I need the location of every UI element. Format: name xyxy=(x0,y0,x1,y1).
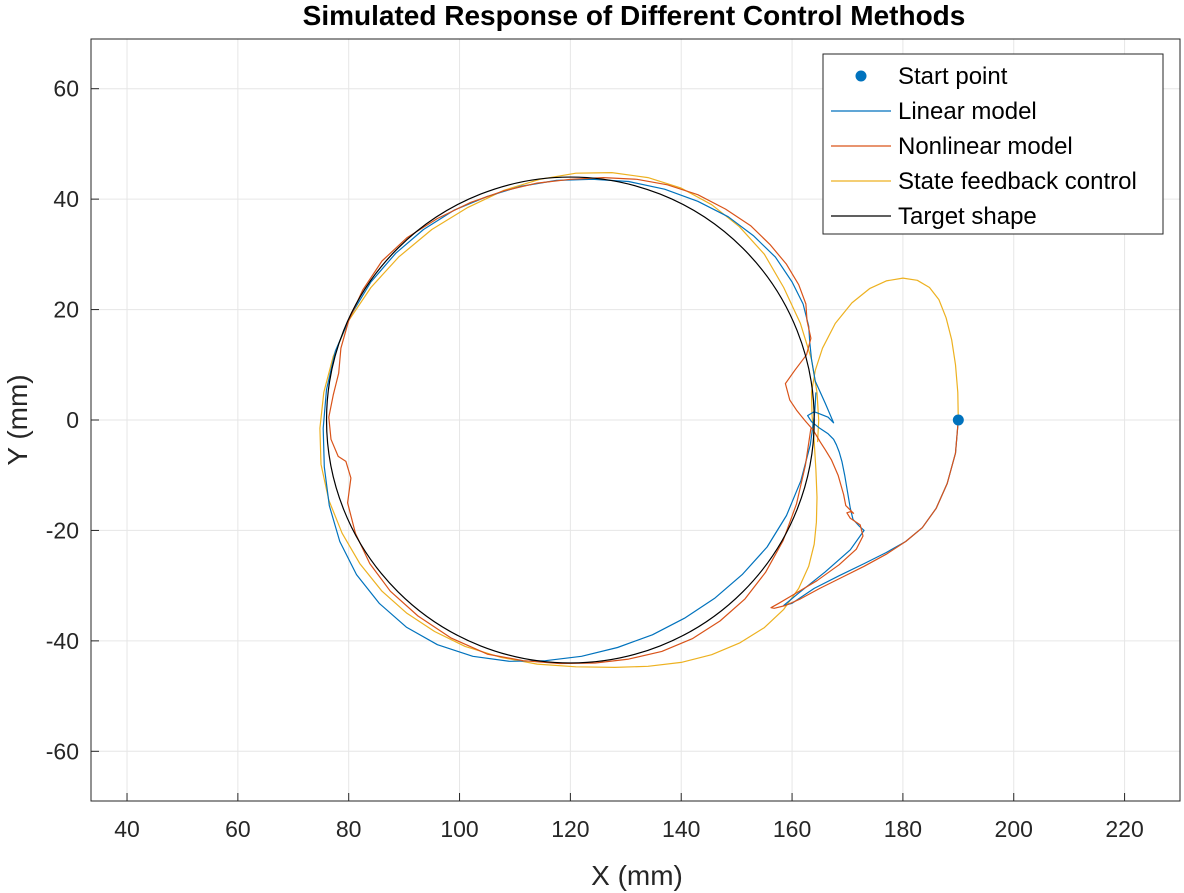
series-line-state-feedback-control xyxy=(319,172,959,669)
series-target-shape xyxy=(325,176,815,664)
x-tick-label: 80 xyxy=(336,816,362,842)
y-tick-label: 40 xyxy=(53,186,79,212)
plot-area xyxy=(319,172,964,669)
legend-label: Linear model xyxy=(898,98,1037,125)
grid-lines xyxy=(91,39,1180,801)
y-axis-label: Y (mm) xyxy=(2,374,33,465)
x-tick-label: 140 xyxy=(662,816,700,842)
y-tick-label: -60 xyxy=(46,738,79,764)
y-tick-label: -20 xyxy=(46,517,79,543)
legend: Start point Linear model Nonlinear model St… xyxy=(822,53,1164,235)
series-line-nonlinear-model xyxy=(328,177,959,665)
x-axis-label: X (mm) xyxy=(591,860,683,891)
series-line-linear-model xyxy=(322,178,959,662)
x-tick-label: 160 xyxy=(773,816,811,842)
legend-marker-start-point xyxy=(855,70,867,82)
start-point-marker xyxy=(952,414,964,426)
legend-label: State feedback control xyxy=(898,168,1137,195)
legend-box xyxy=(822,53,1164,235)
x-tick-label: 200 xyxy=(995,816,1033,842)
y-tick-label: 0 xyxy=(66,407,79,433)
y-tick-label: 20 xyxy=(53,297,79,323)
y-tick-label: 60 xyxy=(53,76,79,102)
x-tick-label: 100 xyxy=(440,816,478,842)
legend-label: Target shape xyxy=(898,203,1037,230)
legend-label: Start point xyxy=(898,63,1008,90)
x-tick-label: 220 xyxy=(1105,816,1143,842)
y-tick-label: -40 xyxy=(46,628,79,654)
chart-title: Simulated Response of Different Control … xyxy=(303,0,966,31)
axis-ticks: 40 60 80 100 120 140 160 180 200 220 -60 -40 -20 0 20 4… xyxy=(46,76,1144,842)
x-tick-label: 180 xyxy=(884,816,922,842)
x-tick-label: 40 xyxy=(114,816,140,842)
legend-label: Nonlinear model xyxy=(898,133,1073,160)
x-tick-label: 120 xyxy=(551,816,589,842)
x-tick-label: 60 xyxy=(225,816,251,842)
